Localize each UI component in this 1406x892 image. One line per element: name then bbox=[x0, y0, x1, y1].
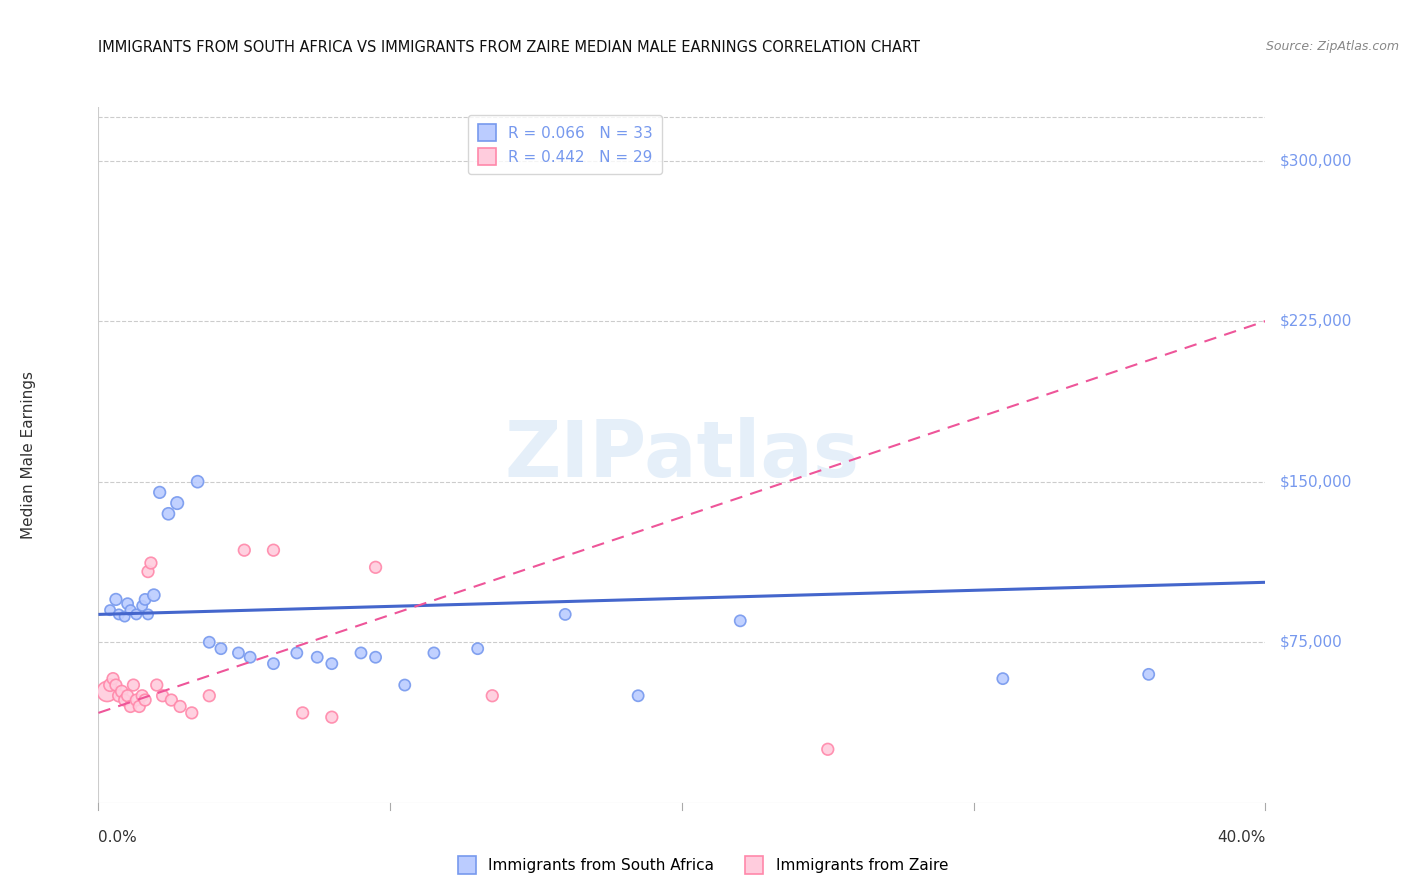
Point bbox=[321, 657, 343, 671]
Point bbox=[98, 603, 121, 617]
Point bbox=[146, 678, 169, 692]
Point bbox=[157, 507, 180, 521]
Point bbox=[131, 599, 153, 613]
Text: $75,000: $75,000 bbox=[1279, 635, 1343, 649]
Point bbox=[120, 699, 142, 714]
Point bbox=[142, 588, 165, 602]
Text: $225,000: $225,000 bbox=[1279, 314, 1351, 328]
Point bbox=[114, 609, 136, 624]
Point bbox=[117, 597, 139, 611]
Point bbox=[321, 710, 343, 724]
Point bbox=[160, 693, 183, 707]
Text: $300,000: $300,000 bbox=[1279, 153, 1353, 168]
Text: $150,000: $150,000 bbox=[1279, 475, 1351, 489]
Point bbox=[364, 650, 387, 665]
Text: 40.0%: 40.0% bbox=[1218, 830, 1265, 845]
Point bbox=[209, 641, 232, 656]
Point bbox=[394, 678, 416, 692]
Point bbox=[307, 650, 329, 665]
Point bbox=[364, 560, 387, 574]
Point bbox=[187, 475, 209, 489]
Point bbox=[198, 689, 221, 703]
Point bbox=[233, 543, 256, 558]
Text: Source: ZipAtlas.com: Source: ZipAtlas.com bbox=[1265, 40, 1399, 54]
Point bbox=[125, 607, 148, 622]
Legend: Immigrants from South Africa, Immigrants from Zaire: Immigrants from South Africa, Immigrants… bbox=[451, 850, 955, 880]
Point bbox=[728, 614, 751, 628]
Point bbox=[149, 485, 172, 500]
Point bbox=[481, 689, 503, 703]
Point bbox=[152, 689, 174, 703]
Point bbox=[120, 603, 142, 617]
Point bbox=[131, 689, 153, 703]
Point bbox=[627, 689, 650, 703]
Point bbox=[285, 646, 308, 660]
Point bbox=[991, 672, 1014, 686]
Point bbox=[228, 646, 250, 660]
Point bbox=[104, 592, 127, 607]
Point bbox=[108, 607, 131, 622]
Point bbox=[467, 641, 489, 656]
Point bbox=[139, 556, 162, 570]
Point bbox=[125, 693, 148, 707]
Point bbox=[1137, 667, 1160, 681]
Point bbox=[134, 693, 156, 707]
Point bbox=[111, 684, 134, 698]
Point bbox=[198, 635, 221, 649]
Point bbox=[117, 689, 139, 703]
Point bbox=[554, 607, 576, 622]
Text: Median Male Earnings: Median Male Earnings bbox=[21, 371, 35, 539]
Point bbox=[169, 699, 191, 714]
Point bbox=[817, 742, 839, 756]
Point bbox=[239, 650, 262, 665]
Point bbox=[166, 496, 188, 510]
Point bbox=[180, 706, 202, 720]
Legend: R = 0.066   N = 33, R = 0.442   N = 29: R = 0.066 N = 33, R = 0.442 N = 29 bbox=[468, 115, 662, 175]
Text: IMMIGRANTS FROM SOUTH AFRICA VS IMMIGRANTS FROM ZAIRE MEDIAN MALE EARNINGS CORRE: IMMIGRANTS FROM SOUTH AFRICA VS IMMIGRAN… bbox=[98, 40, 921, 55]
Point bbox=[104, 678, 127, 692]
Point bbox=[136, 607, 159, 622]
Point bbox=[134, 592, 156, 607]
Point bbox=[136, 565, 159, 579]
Point bbox=[114, 693, 136, 707]
Point bbox=[128, 699, 150, 714]
Point bbox=[262, 543, 284, 558]
Point bbox=[96, 684, 118, 698]
Text: ZIPatlas: ZIPatlas bbox=[505, 417, 859, 493]
Point bbox=[98, 678, 121, 692]
Point bbox=[262, 657, 284, 671]
Text: 0.0%: 0.0% bbox=[98, 830, 138, 845]
Point bbox=[350, 646, 373, 660]
Point bbox=[108, 689, 131, 703]
Point bbox=[291, 706, 314, 720]
Point bbox=[122, 678, 145, 692]
Point bbox=[101, 672, 124, 686]
Point bbox=[423, 646, 446, 660]
